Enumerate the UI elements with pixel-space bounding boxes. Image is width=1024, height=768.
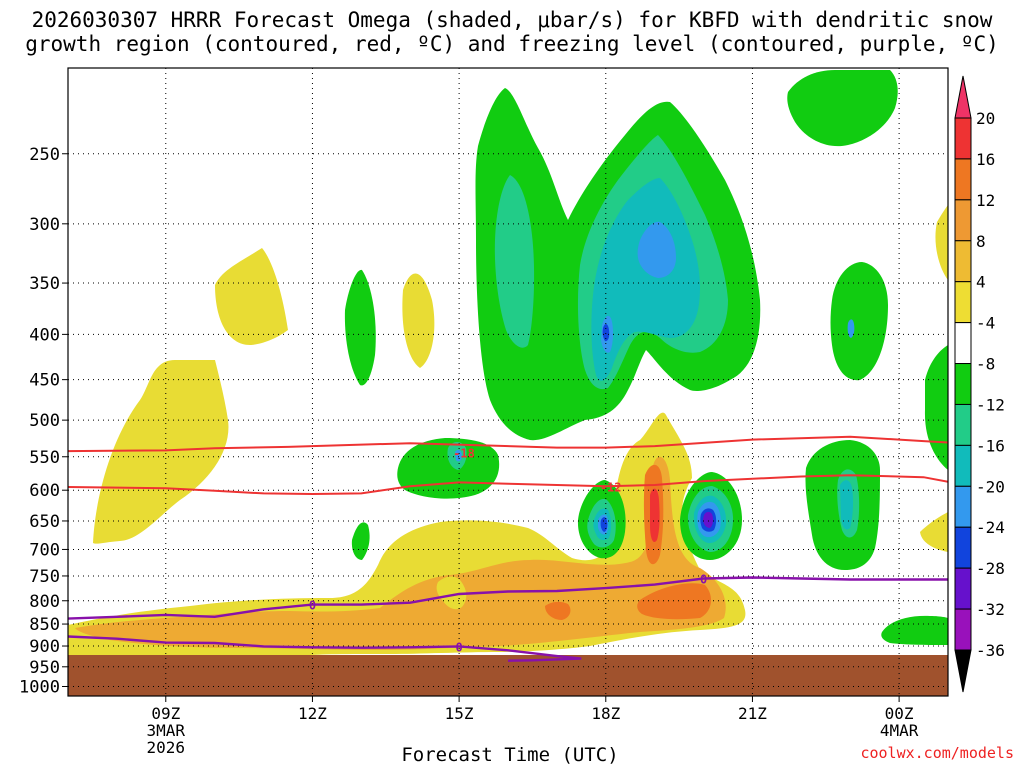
colorbar-top-arrow: [954, 75, 972, 119]
freezing-level-line: [68, 576, 948, 620]
omega-region-positive: [545, 601, 571, 620]
colorbar-segment: [954, 199, 972, 242]
colorbar-label: -32: [976, 600, 1005, 619]
y-tick-label: 700: [29, 540, 60, 560]
x-tick-label: 00Z: [885, 704, 914, 723]
y-tick-label: 300: [29, 215, 60, 235]
colorbar-label: -36: [976, 641, 1005, 660]
freezing-level-lower-line: [68, 635, 582, 662]
colorbar-label: -12: [976, 395, 1005, 414]
colorbar-segment: [954, 322, 972, 365]
omega-region-negative: [881, 615, 948, 645]
y-tick-label: 850: [29, 615, 60, 635]
colorbar-label: 20: [976, 109, 995, 128]
y-tick-label: 900: [29, 637, 60, 657]
colorbar-segment: [954, 403, 972, 446]
colorbar-label: -24: [976, 518, 1005, 537]
colorbar-segment: [954, 567, 972, 610]
omega-region-positive: [93, 360, 229, 544]
contour-label: 0: [309, 599, 316, 613]
omega-region-negative: [351, 522, 370, 560]
contours: -18 -12 0 0 0: [68, 435, 948, 662]
gridlines: [68, 68, 948, 696]
colorbar-label: -4: [976, 314, 995, 333]
colorbar-label: 8: [976, 232, 986, 251]
colorbar-label: 16: [976, 150, 995, 169]
omega-region-negative: [840, 480, 854, 530]
y-tick-label: 950: [29, 658, 60, 678]
chart-title-line-1: 2026030307 HRRR Forecast Omega (shaded, …: [31, 8, 993, 32]
omega-region-positive: [75, 456, 726, 650]
x-tick-label: 18Z: [591, 704, 620, 723]
ground-mask: [68, 655, 948, 696]
omega-region-negative: [591, 178, 700, 381]
x-axis-title: Forecast Time (UTC): [401, 744, 619, 766]
contour-label: -12: [600, 480, 622, 494]
colorbar-segment: [954, 281, 972, 324]
omega-region-negative: [924, 345, 948, 470]
omega-region-negative: [455, 449, 462, 462]
y-tick-label: 500: [29, 411, 60, 431]
omega-region-negative: [787, 70, 898, 147]
x-tick-date: 4MAR: [880, 721, 919, 740]
y-tick-label: 250: [29, 145, 60, 165]
omega-region-positive: [637, 583, 712, 620]
colorbar-segment: [954, 117, 972, 160]
omega-region-positive: [215, 248, 288, 345]
colorbar-label: 4: [976, 273, 986, 292]
colorbar-label: -16: [976, 436, 1005, 455]
colorbar-label: 12: [976, 191, 995, 210]
contour-label: 0: [455, 640, 462, 654]
colorbar-label: -8: [976, 355, 995, 374]
colorbar-segment: [954, 240, 972, 283]
omega-region-negative: [494, 175, 535, 348]
y-axis: 2503003504004505005506006507007508008509…: [19, 145, 68, 698]
colorbar-segment: [954, 608, 972, 651]
colorbar-segment: [954, 526, 972, 569]
omega-shading: [68, 70, 948, 696]
colorbar-segment: [954, 363, 972, 405]
contour-label: -18: [453, 447, 475, 461]
y-tick-label: 800: [29, 592, 60, 612]
y-tick-label: 450: [29, 371, 60, 391]
colorbar: 20 16 12 8 4 -4 -8 -12 -16 -20 -24 -28 -32 -36: [954, 75, 1005, 693]
isotherm-minus12-line: [68, 474, 948, 496]
colorbar-label: -20: [976, 477, 1005, 496]
omega-region-negative: [830, 262, 888, 381]
y-tick-label: 350: [29, 274, 60, 294]
x-tick-label: 21Z: [738, 704, 767, 723]
omega-region-positive: [650, 488, 660, 543]
omega-region-positive: [402, 273, 435, 368]
x-tick-date: 3MAR: [147, 721, 186, 740]
isotherm-minus18-line: [68, 435, 948, 453]
x-tick-year: 2026: [147, 738, 186, 757]
y-tick-label: 400: [29, 325, 60, 345]
y-tick-label: 650: [29, 512, 60, 532]
y-tick-label: 600: [29, 481, 60, 501]
omega-region-negative: [703, 511, 714, 528]
contour-label: 0: [700, 573, 707, 587]
omega-region-positive: [920, 512, 948, 552]
colorbar-bottom-arrow: [954, 649, 972, 693]
colorbar-segment: [954, 158, 972, 201]
credit-text: coolwx.com/models: [860, 744, 1014, 762]
colorbar-segment: [954, 485, 972, 528]
y-tick-label: 550: [29, 448, 60, 468]
chart-title-line-2: growth region (contoured, red, ºC) and f…: [25, 32, 999, 56]
omega-region-negative: [637, 221, 676, 278]
colorbar-label: -28: [976, 559, 1005, 578]
omega-region-negative: [344, 269, 376, 386]
omega-region-negative: [847, 319, 855, 338]
x-tick-label: 09Z: [151, 704, 180, 723]
y-tick-label: 750: [29, 567, 60, 587]
x-tick-label: 12Z: [298, 704, 327, 723]
y-tick-label: 1000: [19, 678, 60, 698]
x-tick-label: 15Z: [445, 704, 474, 723]
plot-frame: [67, 67, 949, 697]
omega-region-negative: [602, 324, 610, 342]
colorbar-segment: [954, 444, 972, 487]
